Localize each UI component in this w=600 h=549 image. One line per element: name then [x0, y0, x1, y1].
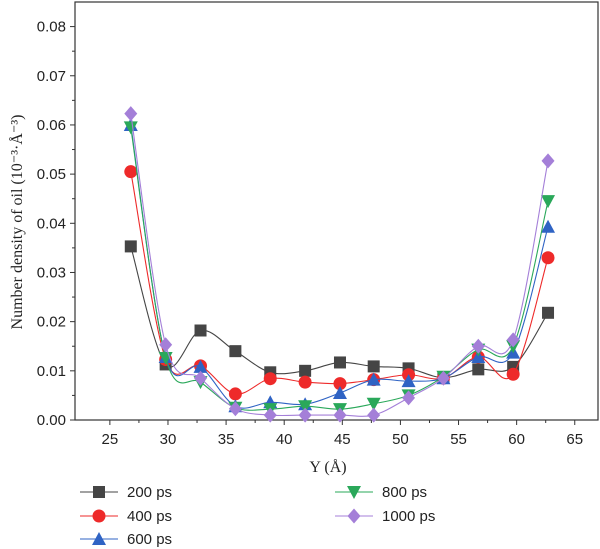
y-tick-label: 0.05 — [37, 166, 66, 183]
y-tick-label: 0.08 — [37, 19, 66, 36]
data-point — [541, 153, 555, 169]
data-point — [506, 367, 520, 381]
data-point — [193, 359, 208, 373]
y-axis-title: Number density of oil (10⁻³·Å⁻³) — [8, 115, 26, 330]
data-point — [229, 345, 242, 358]
legend-item: 1000 ps — [335, 508, 435, 525]
x-tick-label: 50 — [392, 431, 409, 448]
data-point — [298, 407, 312, 423]
data-point — [506, 332, 520, 348]
series-line — [130, 113, 549, 417]
data-point — [366, 372, 381, 386]
legend: 200 ps 400 ps 600 ps 800 ps 1000 ps — [80, 484, 435, 548]
y-tick-label: 0.06 — [37, 117, 66, 134]
data-point — [123, 121, 138, 135]
data-point — [472, 363, 485, 376]
series-200-ps — [124, 240, 555, 384]
data-point — [366, 397, 381, 411]
legend-marker — [92, 532, 106, 545]
data-point — [367, 407, 381, 423]
data-point — [194, 370, 208, 386]
legend-label: 1000 ps — [382, 508, 435, 525]
series-800-ps — [123, 121, 556, 417]
x-tick-label: 65 — [566, 431, 583, 448]
x-tick-label: 30 — [160, 431, 177, 448]
data-point — [541, 251, 555, 265]
data-point — [333, 407, 347, 423]
legend-label: 600 ps — [127, 531, 172, 548]
x-tick-label: 45 — [334, 431, 351, 448]
data-point — [263, 407, 277, 423]
legend-item: 200 ps — [80, 484, 172, 501]
legend-item: 800 ps — [335, 484, 427, 501]
x-tick-label: 25 — [102, 431, 119, 448]
data-point — [471, 338, 485, 354]
data-point — [542, 306, 555, 319]
series-line — [130, 127, 549, 411]
x-tick-label: 40 — [276, 431, 293, 448]
y-tick-label: 0.07 — [37, 68, 66, 85]
y-tick-label: 0.01 — [37, 363, 66, 380]
legend-label: 400 ps — [127, 508, 172, 525]
legend-marker — [347, 486, 361, 499]
data-point — [263, 372, 277, 386]
data-point — [401, 374, 416, 388]
y-tick-label: 0.03 — [37, 264, 66, 281]
legend-label: 200 ps — [127, 484, 172, 501]
legend-marker — [93, 486, 105, 498]
data-point — [333, 377, 347, 391]
data-point — [124, 240, 137, 253]
x-tick-label: 55 — [450, 431, 467, 448]
data-point — [124, 165, 138, 179]
x-tick-label: 35 — [218, 431, 235, 448]
data-point — [228, 387, 242, 401]
data-point — [367, 360, 380, 373]
data-point — [436, 370, 450, 386]
data-point — [299, 364, 312, 377]
data-point — [402, 390, 416, 406]
y-tick-label: 0.00 — [37, 412, 66, 429]
data-point — [541, 195, 556, 209]
y-tick-label: 0.02 — [37, 314, 66, 331]
x-tick-label: 60 — [508, 431, 525, 448]
data-point — [228, 401, 242, 417]
series-1000-ps — [124, 106, 555, 423]
legend-item: 400 ps — [80, 508, 172, 525]
legend-marker — [347, 508, 361, 524]
legend-item: 600 ps — [80, 531, 172, 548]
data-point — [159, 337, 173, 353]
y-tick-label: 0.04 — [37, 215, 66, 232]
data-point — [332, 385, 347, 399]
data-point — [124, 106, 138, 122]
legend-marker — [92, 509, 106, 523]
data-point — [298, 400, 313, 414]
legend-label: 800 ps — [382, 484, 427, 501]
data-point — [194, 324, 207, 337]
data-point — [541, 219, 556, 233]
data-point — [333, 356, 346, 369]
x-axis-title: Y (Å) — [309, 458, 346, 476]
data-point — [298, 375, 312, 389]
plot-area-frame — [74, 1, 599, 421]
